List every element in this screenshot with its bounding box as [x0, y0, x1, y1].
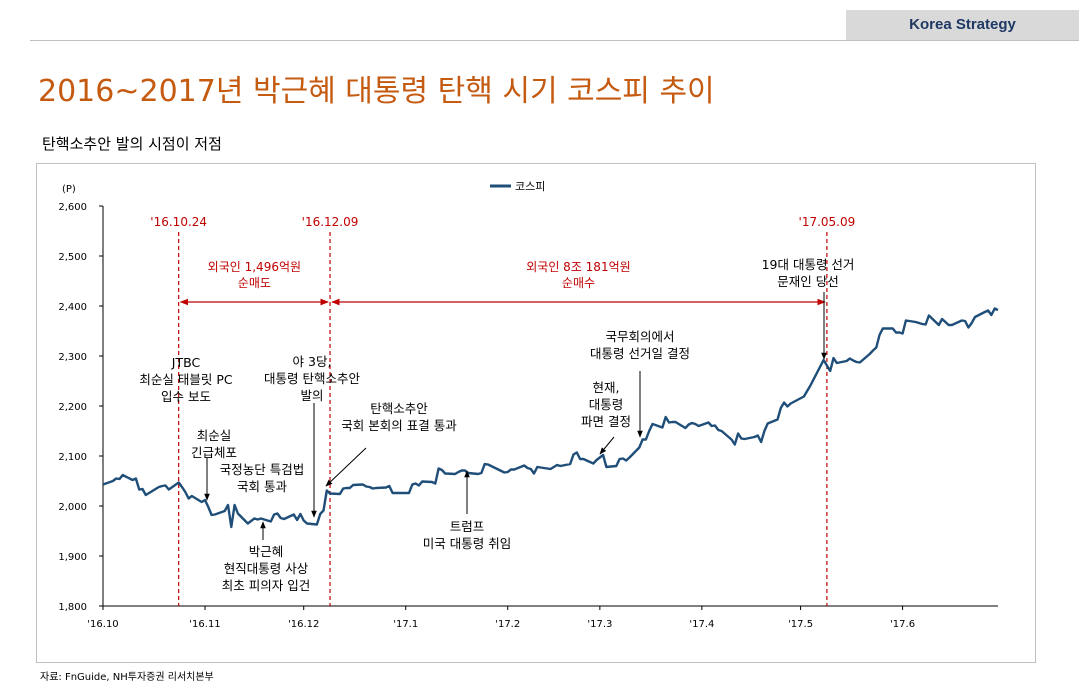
annotation-text: 발의 [300, 388, 323, 403]
annotation-text: 문재인 당선 [777, 274, 838, 289]
range-label: 외국인 8조 181억원 [526, 260, 630, 274]
kospi-series-line [102, 307, 999, 529]
annotation-text: 최초 피의자 입건 [222, 578, 310, 593]
y-tick-label: 1,800 [58, 602, 87, 613]
annotation-text: 입수 보도 [161, 389, 211, 404]
y-tick-label: 2,500 [58, 252, 87, 263]
y-tick-label: 2,000 [58, 502, 87, 513]
range-label: 외국인 1,496억원 [208, 260, 301, 274]
x-tick-label: '17.4 [689, 619, 714, 630]
annotation-text: 트럼프 [450, 519, 485, 534]
annotation-text: 현재, [593, 380, 620, 395]
annotation-text: 국무회의에서 [605, 329, 674, 344]
legend-label: 코스피 [515, 180, 545, 193]
y-tick-label: 1,900 [58, 552, 87, 563]
annotation-text: 파면 결정 [581, 414, 631, 429]
x-tick-label: '17.1 [393, 619, 418, 630]
annotation-text: 대통령 선거일 결정 [590, 346, 690, 361]
annotation-text: 미국 대통령 취임 [423, 536, 511, 551]
event-date-label: '17.05.09 [799, 215, 856, 229]
y-tick-label: 2,600 [58, 202, 87, 213]
x-tick-label: '17.6 [890, 619, 915, 630]
event-date-label: '16.10.24 [150, 215, 207, 229]
annotation-text: 대통령 [589, 397, 624, 412]
y-tick-label: 2,200 [58, 402, 87, 413]
annotation-text: 박근혜 [249, 544, 284, 559]
x-tick-label: '17.2 [495, 619, 520, 630]
x-tick-label: '17.5 [788, 619, 813, 630]
x-tick-label: '17.3 [587, 619, 612, 630]
y-axis-unit: (P) [62, 184, 76, 195]
x-tick-label: '16.12 [288, 619, 319, 630]
annotation-text: 최순실 [197, 428, 232, 443]
section-tag: Korea Strategy [846, 10, 1079, 40]
chart-frame [36, 163, 1036, 663]
annotation-text: 대통령 탄핵소추안 [264, 371, 360, 386]
event-date-label: '16.12.09 [302, 215, 359, 229]
page-title: 2016~2017년 박근혜 대통령 탄핵 시기 코스피 추이 [38, 74, 715, 109]
header-divider [30, 40, 1079, 41]
annotation-text: 19대 대통령 선거 [762, 257, 855, 272]
annotation-text: 국회 본회의 표결 통과 [341, 418, 457, 433]
y-tick-label: 2,100 [58, 452, 87, 463]
annotation-text: 탄핵소추안 [370, 401, 428, 416]
annotation-text: 현직대통령 사상 [224, 561, 309, 576]
y-tick-label: 2,300 [58, 352, 87, 363]
annotation-arrow [599, 436, 615, 455]
annotation-text: 국정농단 특검법 [220, 462, 304, 477]
range-label: 순매도 [238, 276, 271, 290]
y-tick-label: 2,400 [58, 302, 87, 313]
annotation-text: JTBC [171, 355, 201, 370]
annotation-text: 야 3당, [293, 354, 332, 369]
source-note: 자료: FnGuide, NH투자증권 리서치본부 [40, 672, 214, 683]
annotation-text: 최순실 태블릿 PC [139, 372, 232, 387]
range-label: 순매수 [562, 276, 595, 290]
chart-subtitle: 탄핵소추안 발의 시점이 저점 [42, 135, 222, 153]
annotation-text: 국회 통과 [237, 479, 287, 494]
annotation-arrow [325, 447, 367, 487]
x-tick-label: '16.11 [189, 619, 220, 630]
x-tick-label: '16.10 [87, 619, 118, 630]
annotation-text: 긴급체포 [191, 445, 237, 460]
